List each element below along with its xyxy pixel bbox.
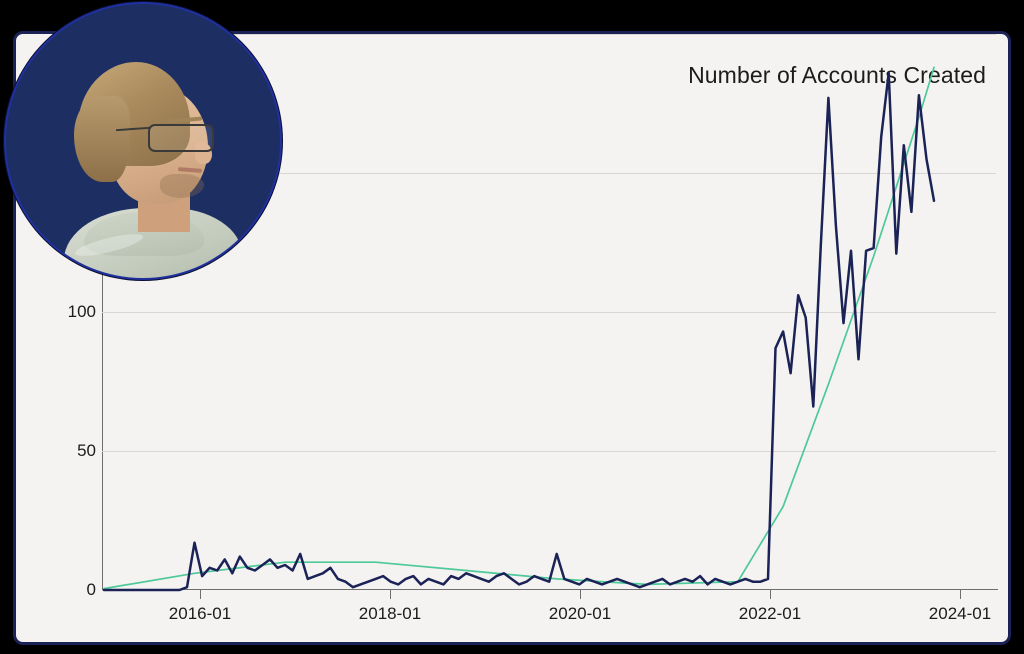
- y-tick-label: 50: [77, 441, 96, 460]
- x-tick-label: 2018-01: [358, 604, 422, 623]
- x-tick-label: 2022-01: [738, 604, 802, 623]
- x-tick-label: 2020-01: [548, 604, 612, 623]
- gridline-100: [102, 312, 996, 313]
- gridline-50: [102, 451, 996, 452]
- x-tick-label: 2016-01: [168, 604, 232, 623]
- x-tick-label: 2024-01: [928, 604, 992, 623]
- series-accounts-monthly: [102, 71, 936, 592]
- avatar-photo: [56, 62, 256, 278]
- hair-back-shape: [74, 96, 130, 182]
- stubble-shape: [160, 174, 204, 198]
- plot-area: [102, 34, 996, 592]
- x-tick-mark: [960, 590, 961, 599]
- gridline-150: [102, 173, 996, 174]
- y-tick-label: 0: [86, 580, 96, 599]
- x-tick-mark: [770, 590, 771, 599]
- gridline-200: [102, 34, 996, 35]
- y-tick-label: 100: [67, 302, 96, 321]
- glasses-icon: [148, 124, 214, 152]
- x-axis-line: [102, 589, 998, 590]
- x-tick-mark: [390, 590, 391, 599]
- x-axis-tick-labels: 2016-01 2018-01 2020-01 2022-01 2024-01: [102, 34, 998, 623]
- x-tick-mark: [580, 590, 581, 599]
- x-tick-mark: [200, 590, 201, 599]
- avatar: [4, 2, 282, 280]
- page-title: Number of Accounts Created: [688, 62, 986, 88]
